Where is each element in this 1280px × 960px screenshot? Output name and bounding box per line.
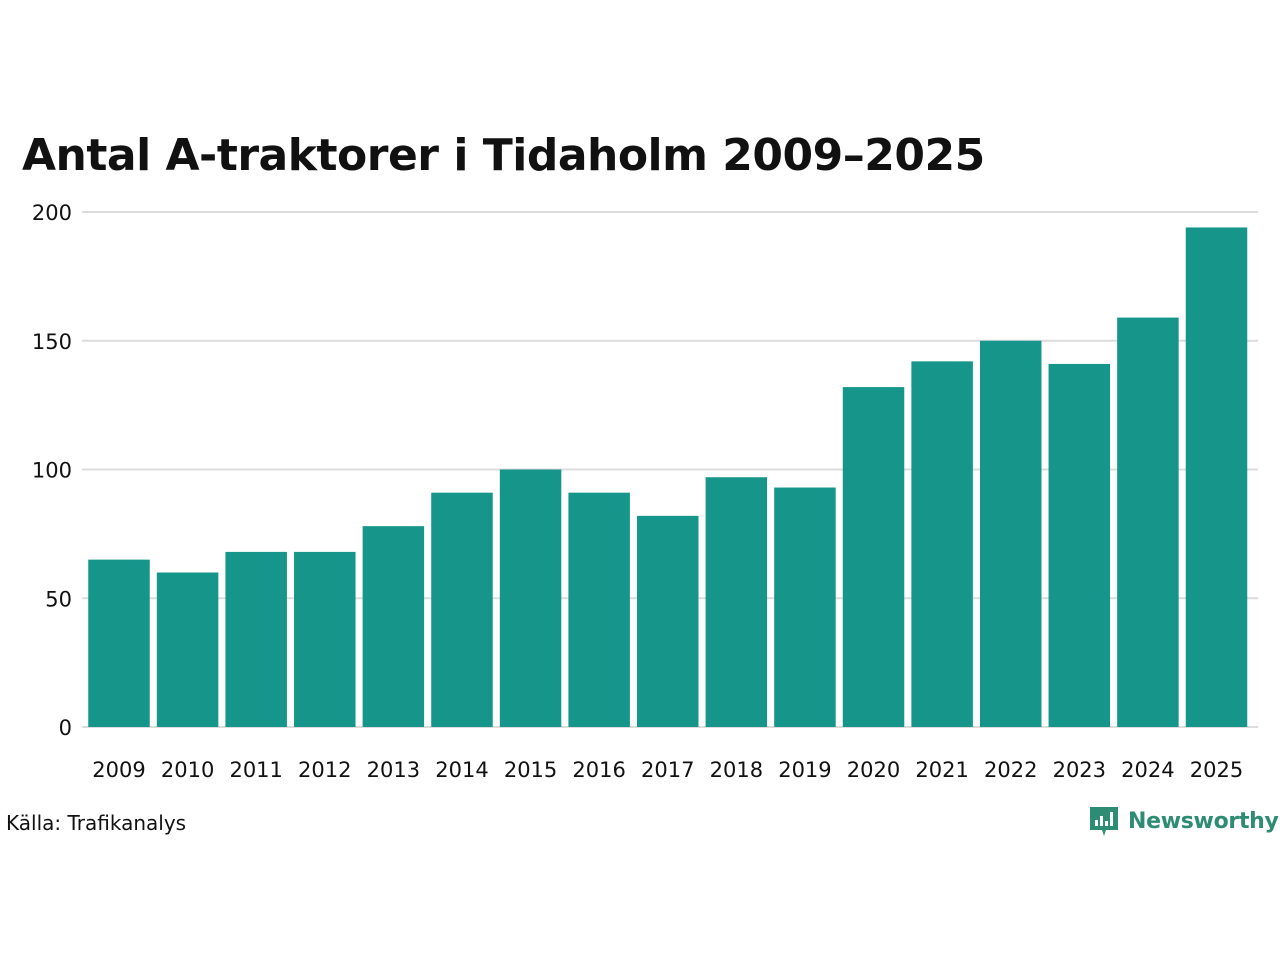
- x-tick-label: 2023: [1053, 758, 1106, 782]
- bar-2023: [1048, 363, 1111, 727]
- x-tick-label: 2016: [572, 758, 625, 782]
- bar-2012: [294, 551, 356, 727]
- x-tick-label: 2015: [504, 758, 557, 782]
- bar-2018: [705, 477, 768, 727]
- bar-2014: [431, 492, 493, 727]
- x-tick-label: 2010: [161, 758, 214, 782]
- x-tick-label: 2013: [367, 758, 420, 782]
- source-note: Källa: Trafikanalys: [6, 811, 187, 835]
- bar-2016: [568, 492, 630, 727]
- y-tick-label: 0: [59, 716, 72, 740]
- y-tick-label: 200: [32, 201, 72, 225]
- bar-2024: [1117, 317, 1179, 727]
- bar-2022: [979, 340, 1042, 727]
- x-tick-label: 2019: [778, 758, 831, 782]
- brand-logo[interactable]: Newsworthy: [1088, 804, 1279, 838]
- x-tick-label: 2021: [915, 758, 968, 782]
- y-tick-label: 150: [32, 330, 72, 354]
- y-tick-label: 50: [45, 587, 72, 611]
- x-tick-label: 2020: [847, 758, 900, 782]
- bar-2010: [156, 572, 219, 727]
- bar-2009: [88, 559, 150, 727]
- x-tick-label: 2009: [92, 758, 145, 782]
- x-tick-label: 2011: [229, 758, 282, 782]
- bar-2015: [499, 469, 562, 727]
- x-tick-label: 2018: [710, 758, 763, 782]
- x-tick-label: 2014: [435, 758, 488, 782]
- bar-2019: [774, 487, 836, 727]
- bar-2013: [362, 526, 425, 727]
- x-tick-label: 2024: [1121, 758, 1174, 782]
- x-tick-label: 2025: [1190, 758, 1243, 782]
- bar-2017: [637, 515, 699, 727]
- bar-2020: [842, 387, 905, 727]
- x-tick-label: 2017: [641, 758, 694, 782]
- y-axis-labels: 0 50 100 150 200: [32, 201, 72, 740]
- x-tick-label: 2012: [298, 758, 351, 782]
- newsworthy-chart-icon: [1090, 807, 1118, 836]
- bar-2021: [911, 361, 973, 727]
- x-axis-labels: 2009 2010 2011 2012 2013 2014 2015 2016 2017 2018…: [92, 758, 1243, 782]
- bars: [88, 227, 1248, 727]
- y-tick-label: 100: [32, 459, 72, 483]
- bar-2025: [1185, 227, 1248, 727]
- brand-name: Newsworthy: [1128, 808, 1279, 834]
- x-tick-label: 2022: [984, 758, 1037, 782]
- chart-title: Antal A-traktorer i Tidaholm 2009–2025: [22, 130, 985, 181]
- bar-2011: [225, 551, 287, 727]
